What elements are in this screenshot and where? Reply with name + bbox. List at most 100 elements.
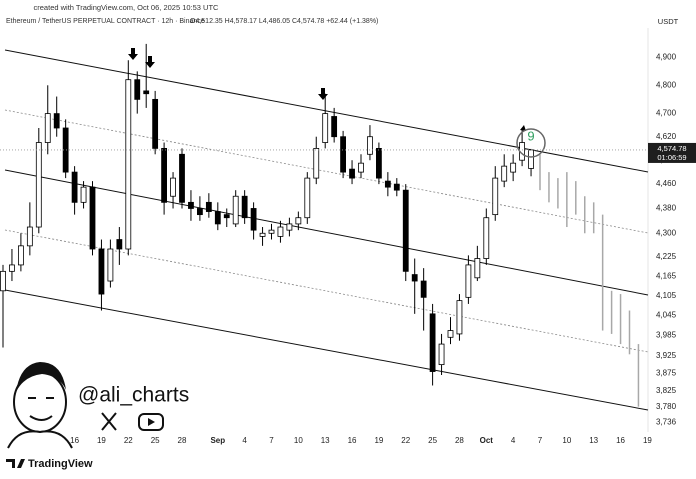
y-tick-label: 3,925 [656, 351, 677, 360]
x-tick-label: Oct [480, 436, 494, 445]
candle-body [358, 162, 364, 173]
candle-body [331, 116, 338, 138]
candle-body [313, 148, 320, 179]
candle-body [250, 208, 257, 231]
candle-body [9, 264, 15, 272]
x-tick-label: 13 [589, 436, 598, 445]
x-tick-label: 25 [428, 436, 437, 445]
candle-body [26, 226, 33, 247]
candle-body [492, 177, 499, 216]
candle-body [205, 201, 212, 212]
candle-body [116, 239, 123, 250]
y-tick-label: 4,900 [656, 53, 677, 62]
candle-body [528, 149, 534, 169]
ohlc-header: O4,512.35 H4,578.17 L4,486.05 C4,574.78 … [190, 18, 378, 25]
candle-body [188, 201, 194, 209]
x-tick-label: 19 [97, 436, 106, 445]
candle-body [438, 343, 445, 366]
arrow [318, 88, 328, 100]
candle-body [241, 195, 248, 219]
plot [0, 43, 640, 407]
y-tick-label: 3,985 [656, 331, 677, 340]
candle-body [322, 113, 329, 143]
arrows [128, 48, 526, 131]
chart-title: Ethereum / TetherUS PERPETUAL CONTRACT ·… [6, 18, 205, 25]
candle-body [411, 274, 418, 282]
trend-line [4, 169, 649, 296]
tv-logo-text: TradingView [28, 458, 93, 470]
candle-body [429, 313, 436, 372]
candle-body [53, 113, 60, 129]
y-tick-label: 4,105 [656, 291, 677, 300]
handle: @ali_charts [78, 384, 189, 407]
candle-body [0, 270, 6, 292]
arrow [145, 56, 155, 68]
candle-body [367, 136, 373, 155]
candle-body [143, 90, 150, 95]
avatar [7, 362, 73, 449]
x-tick-label: 16 [616, 436, 625, 445]
candle-body [98, 248, 105, 295]
x-tick-label: 7 [269, 436, 274, 445]
y-tick-label: 4,800 [656, 80, 677, 89]
candle-body [277, 226, 284, 237]
candle-body [17, 245, 24, 266]
candle-body [295, 217, 302, 225]
annotation: 9 [527, 128, 534, 143]
x-tick-label: 10 [294, 436, 303, 445]
candle-body [474, 258, 481, 279]
x-tick-label: 25 [151, 436, 160, 445]
x-tick-label: 16 [348, 436, 357, 445]
trend-line [4, 289, 649, 411]
y-tick-label: 4,700 [656, 109, 677, 118]
candle-body [223, 214, 230, 219]
y-tick-label: 4,620 [656, 132, 677, 141]
candle-body [71, 171, 78, 203]
x-tick-label: 10 [562, 436, 571, 445]
y-tick-label: 4,225 [656, 252, 677, 261]
x-tick-label: 28 [455, 436, 464, 445]
x-tick-label: 22 [124, 436, 133, 445]
y-tick-label: 4,460 [656, 179, 677, 188]
candle-body [420, 280, 427, 298]
candle-body [89, 186, 96, 250]
highlight-circle [516, 128, 546, 158]
axis-unit: USDT [658, 17, 679, 26]
candle-body [134, 79, 141, 100]
y-tick-label: 4,300 [656, 228, 677, 237]
candle-body [179, 153, 185, 203]
mid-line [4, 109, 649, 234]
candle-body [456, 300, 463, 335]
y-tick-label: 4,380 [656, 204, 677, 213]
candle-body [340, 136, 347, 173]
y-tick-label: 3,736 [656, 418, 677, 427]
candle-body [35, 142, 42, 228]
y-tick-label: 4,165 [656, 271, 677, 280]
x-tick-label: 19 [374, 436, 383, 445]
candle-body [465, 264, 472, 298]
channel [4, 49, 649, 411]
candle-body [483, 217, 490, 259]
arrow [128, 48, 138, 60]
trend-line [4, 49, 649, 173]
candle-body [268, 229, 275, 234]
y-tick-label: 3,825 [656, 386, 677, 395]
x-tick-label: 28 [178, 436, 187, 445]
x-tick-label: 19 [643, 436, 652, 445]
y-tick-label: 4,045 [656, 311, 677, 320]
candle-body [161, 148, 168, 203]
candle-body [80, 186, 87, 203]
arrow [520, 125, 526, 131]
candle-body [125, 79, 132, 250]
x-icon [101, 412, 117, 431]
youtube-play [148, 418, 155, 426]
candle-body [393, 183, 400, 191]
caption: created with TradingView.com, Oct 06, 20… [34, 3, 220, 12]
price-label-box [648, 142, 696, 163]
x-tick-label: 7 [538, 436, 543, 445]
candle-body [286, 223, 293, 231]
candle-body [510, 162, 517, 173]
